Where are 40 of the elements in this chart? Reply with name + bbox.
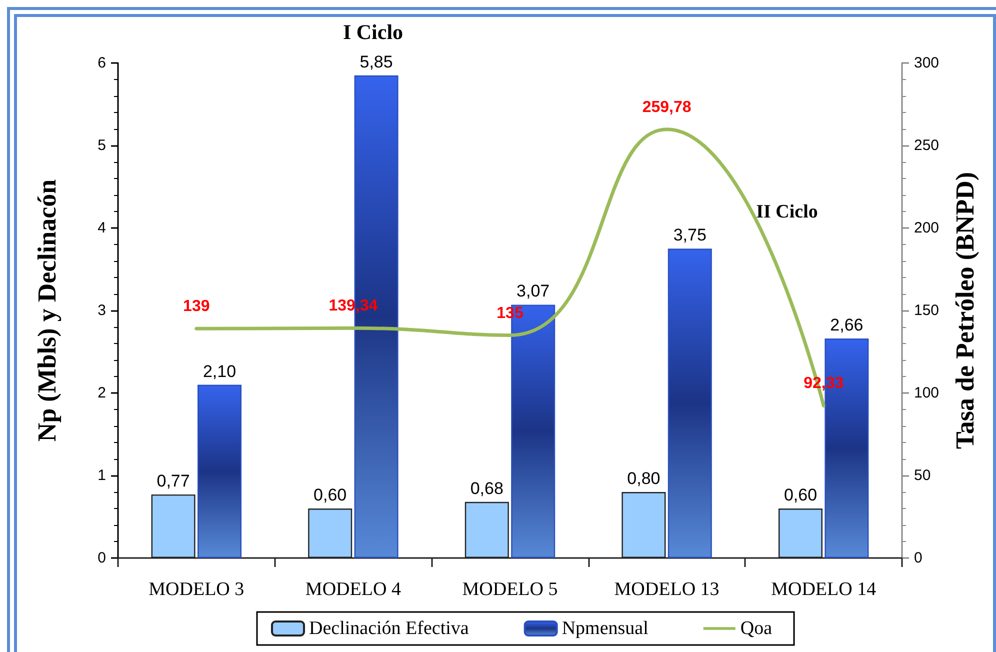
data-label: 259,78 <box>642 98 692 116</box>
bar <box>668 248 712 558</box>
y-tick-label: 2 <box>98 384 106 402</box>
y2-tick-label: 100 <box>914 384 940 402</box>
data-label: 2,66 <box>830 316 864 335</box>
legend-label: Qoa <box>740 618 773 639</box>
data-label: 0,60 <box>314 486 347 504</box>
data-label: 3,75 <box>673 226 706 245</box>
x-tick-label: MODELO 5 <box>462 579 558 600</box>
y-axis-title: Np (Mbls) y Declinacón <box>32 178 62 442</box>
y-tick-label: 0 <box>98 550 106 566</box>
annotation: II Ciclo <box>756 202 818 222</box>
data-label: 0,77 <box>156 471 190 490</box>
data-label: 139 <box>183 298 210 316</box>
y2-tick-label: 300 <box>914 54 940 72</box>
y2-axis-title: Tasa de Petróleo (BNPD) <box>950 172 980 450</box>
x-tick-label: MODELO 13 <box>614 579 720 600</box>
data-label: 2,10 <box>202 362 236 381</box>
legend-label: Npmensual <box>562 618 648 639</box>
data-label: 3,07 <box>516 282 550 301</box>
text: I Ciclo <box>342 20 404 44</box>
y-tick-label: 1 <box>98 467 106 484</box>
y2-tick-label: 150 <box>914 302 940 319</box>
x-tick-label: MODELO 4 <box>305 579 402 600</box>
data-label: 0,68 <box>470 478 504 498</box>
y-tick-label: 6 <box>98 54 106 72</box>
legend-label: Declinación Efectiva <box>309 618 470 639</box>
y-tick-label: 3 <box>98 302 106 319</box>
data-label: 0,80 <box>627 469 660 488</box>
y2-tick-label: 50 <box>914 467 931 484</box>
y2-tick-label: 250 <box>914 137 940 154</box>
data-label: 0,60 <box>784 486 818 504</box>
y-tick-label: 5 <box>98 137 106 154</box>
y2-tick-label: 200 <box>914 220 940 236</box>
y-tick-label: 4 <box>98 220 106 236</box>
data-label: 5,85 <box>360 52 393 72</box>
x-tick-label: MODELO 3 <box>148 579 244 600</box>
x-tick-label: MODELO 14 <box>771 579 877 600</box>
y2-tick-label: 0 <box>914 550 922 566</box>
bar <box>198 384 242 558</box>
